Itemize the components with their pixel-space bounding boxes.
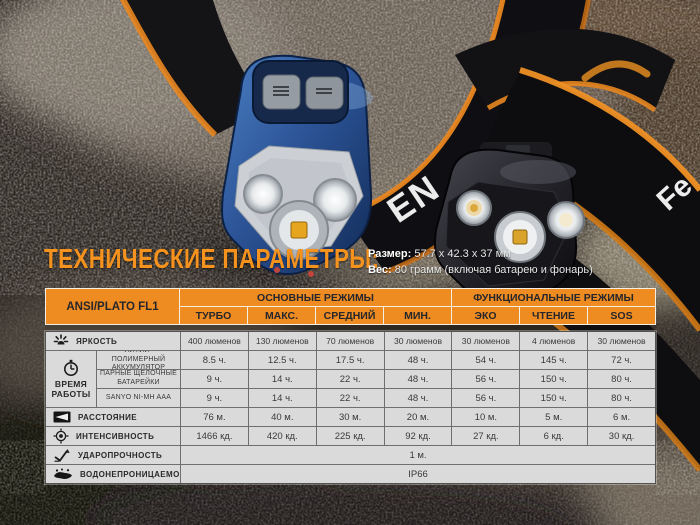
cell-sanyo-read: 150 ч.	[520, 389, 588, 407]
row-label-runtime: ВРЕМЯ РАБОТЫ	[46, 351, 96, 407]
clock-icon	[64, 359, 78, 376]
impact-resistance-icon	[54, 449, 70, 462]
cell-lipoly-min: 48 ч.	[384, 351, 452, 369]
spec-size-label: Размер:	[368, 248, 412, 260]
cell-intensity-turbo: 1466 кд.	[181, 427, 248, 445]
spec-weight-value: 80 грамм (включая батарею и фонарь)	[394, 264, 593, 276]
cell-distance-turbo: 76 м.	[181, 408, 248, 426]
cell-intensity-max: 420 кд.	[248, 427, 316, 445]
waterproof-icon	[54, 468, 72, 479]
cell-alkaline-sos: 80 ч.	[588, 370, 655, 388]
subrow-label-lipoly: ЛИТИЙ-ПОЛИМЕРНЫЙ АККУМУЛЯТОР	[97, 351, 180, 369]
row-label-impact: УДАРОПРОЧНОСТЬ	[46, 446, 180, 464]
cell-brightness-mid: 70 люменов	[316, 332, 384, 350]
brightness-icon	[53, 334, 69, 345]
page-title: ТЕХНИЧЕСКИЕ ПАРАМЕТРЫ:	[44, 243, 380, 274]
mode-header-max: МАКС.	[248, 307, 315, 324]
product-specs: Размер: 57.7 х 42.3 х 37 мм Вес: 80 грам…	[368, 246, 593, 278]
cell-intensity-eco: 27 кд.	[452, 427, 520, 445]
cell-intensity-read: 6 кд.	[520, 427, 588, 445]
row-label-text: ВОДОНЕПРОНИЦАЕМОСТЬ	[80, 469, 180, 479]
cell-intensity-mid: 225 кд.	[316, 427, 384, 445]
led-left	[243, 174, 283, 214]
row-label-text: ИНТЕНСИВНОСТЬ	[76, 431, 155, 441]
row-label-text: ВРЕМЯ РАБОТЫ	[51, 378, 91, 399]
cell-impact-value: 1 м.	[181, 446, 655, 464]
cell-lipoly-mid: 17.5 ч.	[316, 351, 384, 369]
cell-alkaline-min: 48 ч.	[384, 370, 452, 388]
row-label-waterproof: ВОДОНЕПРОНИЦАЕМОСТЬ	[46, 465, 180, 483]
mode-header-min: МИН.	[384, 307, 451, 324]
cell-alkaline-turbo: 9 ч.	[181, 370, 248, 388]
cell-lipoly-turbo: 8.5 ч.	[181, 351, 248, 369]
cell-lipoly-read: 145 ч.	[520, 351, 588, 369]
blue-headlamp	[221, 54, 373, 277]
cell-intensity-min: 92 кд.	[384, 427, 452, 445]
cell-distance-mid: 30 м.	[316, 408, 384, 426]
cell-distance-read: 5 м.	[520, 408, 588, 426]
corner-header: ANSI/PLATO FL1	[46, 289, 179, 324]
row-label-text: РАССТОЯНИЕ	[78, 412, 137, 422]
subrow-label-sanyo: SANYO NI-MH AAA	[97, 389, 180, 407]
spec-size-value: 57.7 х 42.3 х 37 мм	[414, 248, 511, 260]
cell-brightness-turbo: 400 люменов	[181, 332, 248, 350]
cell-brightness-max: 130 люменов	[248, 332, 316, 350]
spec-table: ANSI/PLATO FL1 ОСНОВНЫЕ РЕЖИМЫ ФУНКЦИОНА…	[45, 288, 656, 484]
cell-distance-min: 20 м.	[384, 408, 452, 426]
row-label-text: ЯРКОСТЬ	[76, 336, 118, 346]
spec-size: Размер: 57.7 х 42.3 х 37 мм	[368, 246, 593, 262]
cell-alkaline-mid: 22 ч.	[316, 370, 384, 388]
cell-distance-sos: 6 м.	[588, 408, 655, 426]
cell-sanyo-eco: 56 ч.	[452, 389, 520, 407]
cell-alkaline-max: 14 ч.	[248, 370, 316, 388]
spec-weight: Вес: 80 грамм (включая батарею и фонарь)	[368, 262, 593, 278]
table-header: ANSI/PLATO FL1 ОСНОВНЫЕ РЕЖИМЫ ФУНКЦИОНА…	[45, 288, 656, 325]
spec-weight-label: Вес:	[368, 264, 392, 276]
cell-sanyo-max: 14 ч.	[248, 389, 316, 407]
led-right	[313, 178, 357, 222]
black-headlamp	[434, 142, 585, 305]
mode-header-mid: СРЕДНИЙ	[316, 307, 383, 324]
beam-distance-icon	[53, 411, 71, 423]
subrow-label-alkaline: ПАРНЫЕ ЩЕЛОЧНЫЕ БАТАРЕЙКИ	[97, 370, 180, 388]
cell-alkaline-eco: 56 ч.	[452, 370, 520, 388]
mode-header-sos: SOS	[588, 307, 655, 324]
mode-header-read: ЧТЕНИЕ	[520, 307, 587, 324]
cell-brightness-min: 30 люменов	[384, 332, 452, 350]
cell-lipoly-max: 12.5 ч.	[248, 351, 316, 369]
cell-brightness-eco: 30 люменов	[452, 332, 520, 350]
row-label-brightness: ЯРКОСТЬ	[46, 332, 180, 350]
cell-brightness-sos: 30 люменов	[588, 332, 655, 350]
group-main-modes: ОСНОВНЫЕ РЕЖИМЫ	[180, 289, 451, 306]
intensity-target-icon	[53, 428, 69, 444]
row-label-intensity: ИНТЕНСИВНОСТЬ	[46, 427, 180, 445]
group-functional-modes: ФУНКЦИОНАЛЬНЫЕ РЕЖИМЫ	[452, 289, 655, 306]
cell-waterproof-value: IP66	[181, 465, 655, 483]
cell-sanyo-mid: 22 ч.	[316, 389, 384, 407]
cell-brightness-read: 4 люменов	[520, 332, 588, 350]
cell-alkaline-read: 150 ч.	[520, 370, 588, 388]
table-body: ЯРКОСТЬ 400 люменов 130 люменов 70 люмен…	[45, 331, 656, 484]
cell-intensity-sos: 30 кд.	[588, 427, 655, 445]
row-label-text: УДАРОПРОЧНОСТЬ	[78, 450, 163, 460]
cell-distance-eco: 10 м.	[452, 408, 520, 426]
mode-header-eco: ЭКО	[452, 307, 519, 324]
mode-header-turbo: ТУРБО	[180, 307, 247, 324]
cell-sanyo-min: 48 ч.	[384, 389, 452, 407]
cell-sanyo-turbo: 9 ч.	[181, 389, 248, 407]
row-label-distance: РАССТОЯНИЕ	[46, 408, 180, 426]
cell-lipoly-eco: 54 ч.	[452, 351, 520, 369]
cell-sanyo-sos: 80 ч.	[588, 389, 655, 407]
cell-lipoly-sos: 72 ч.	[588, 351, 655, 369]
cell-distance-max: 40 м.	[248, 408, 316, 426]
